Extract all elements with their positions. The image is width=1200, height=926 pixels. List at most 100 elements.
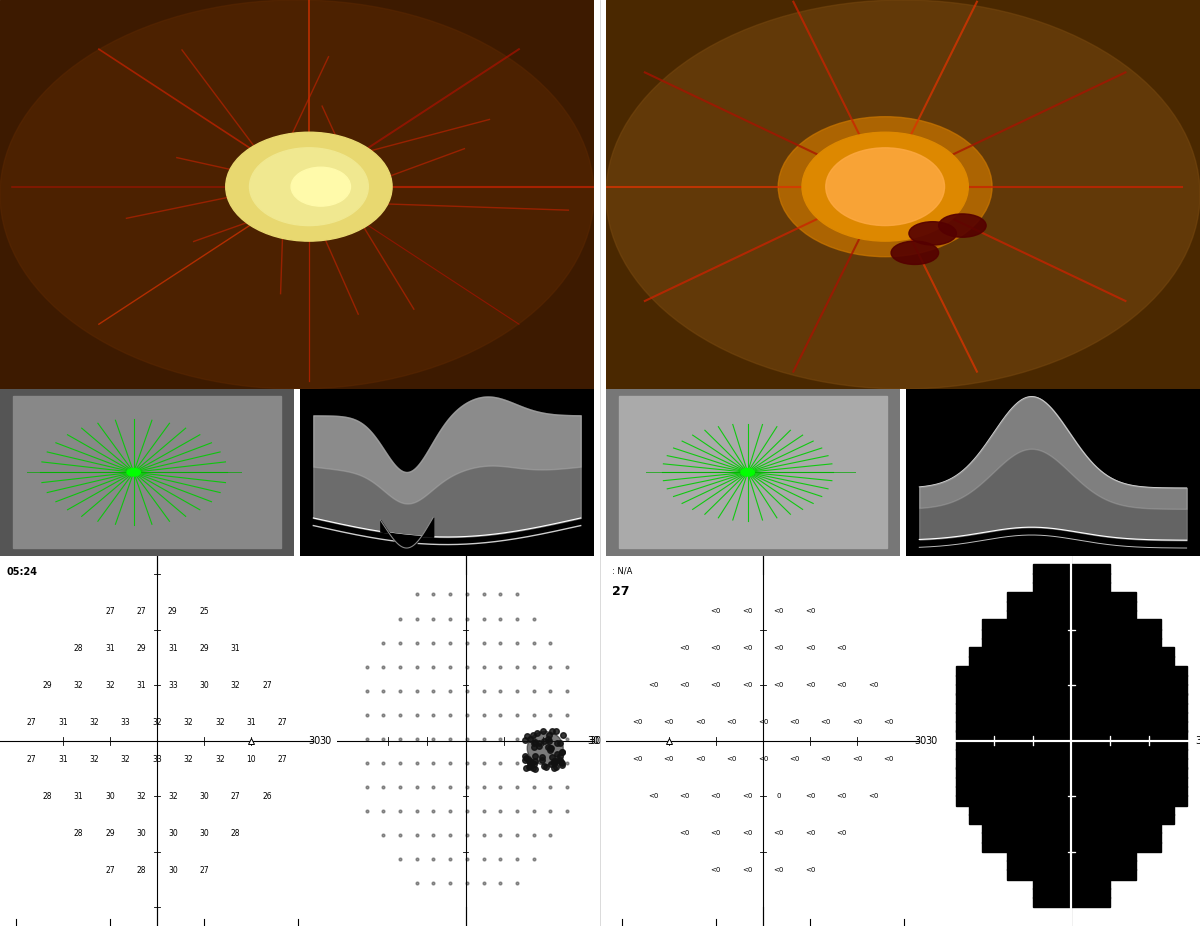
Bar [956, 768, 1187, 778]
Circle shape [250, 148, 368, 226]
Text: 31: 31 [58, 755, 67, 764]
Text: <0: <0 [679, 682, 690, 688]
Text: <0: <0 [836, 831, 847, 836]
Bar [1007, 851, 1135, 861]
Text: 27: 27 [26, 755, 36, 764]
Text: <0: <0 [758, 720, 768, 725]
Text: <0: <0 [710, 794, 721, 799]
Text: 33: 33 [152, 755, 162, 764]
Text: 32: 32 [184, 718, 193, 727]
Ellipse shape [938, 214, 986, 237]
Text: 31: 31 [73, 792, 83, 801]
Text: 29: 29 [137, 644, 146, 653]
Text: 32: 32 [215, 718, 224, 727]
Text: 32: 32 [90, 755, 100, 764]
Text: 28: 28 [230, 829, 240, 838]
Ellipse shape [527, 732, 563, 765]
Text: 27: 27 [106, 607, 115, 616]
Text: <0: <0 [710, 645, 721, 651]
Text: 27: 27 [278, 755, 288, 764]
Text: <0: <0 [774, 645, 784, 651]
Ellipse shape [892, 241, 938, 265]
Text: <0: <0 [742, 682, 752, 688]
Text: 32: 32 [121, 755, 131, 764]
Bar [1033, 582, 1110, 593]
Text: 26: 26 [263, 792, 272, 801]
Bar [982, 842, 1162, 852]
Text: <0: <0 [868, 794, 878, 799]
Text: 27: 27 [137, 607, 146, 616]
Text: <0: <0 [805, 831, 815, 836]
Text: 30: 30 [168, 866, 178, 875]
Text: 30: 30 [106, 792, 115, 801]
Text: 30: 30 [1195, 736, 1200, 745]
Ellipse shape [0, 0, 594, 389]
Text: 32: 32 [106, 681, 115, 690]
Bar [956, 721, 1187, 732]
Text: <0: <0 [774, 608, 784, 614]
Text: <0: <0 [710, 682, 721, 688]
Ellipse shape [908, 221, 956, 245]
Bar [956, 749, 1187, 759]
Text: 30: 30 [137, 829, 146, 838]
Text: 30: 30 [925, 736, 938, 745]
Text: <0: <0 [836, 645, 847, 651]
Bar [968, 647, 1175, 657]
Text: 31: 31 [106, 644, 115, 653]
Ellipse shape [606, 0, 1200, 389]
Text: 30: 30 [199, 792, 209, 801]
Text: 30: 30 [308, 736, 320, 745]
Text: <0: <0 [883, 720, 894, 725]
Text: <0: <0 [758, 757, 768, 762]
Text: <0: <0 [883, 757, 894, 762]
Circle shape [127, 469, 140, 476]
Text: 25: 25 [199, 607, 209, 616]
Bar [1033, 564, 1110, 574]
Text: 32: 32 [230, 681, 240, 690]
Bar [1033, 879, 1110, 889]
Text: 29: 29 [106, 829, 115, 838]
Text: 28: 28 [73, 829, 83, 838]
Bar [956, 786, 1187, 796]
Bar [1007, 870, 1135, 880]
Text: 30: 30 [914, 736, 926, 745]
Text: 32: 32 [215, 755, 224, 764]
Text: <0: <0 [790, 757, 799, 762]
Bar [956, 666, 1187, 676]
Text: 31: 31 [137, 681, 146, 690]
Text: 33: 33 [121, 718, 131, 727]
Text: 30: 30 [199, 829, 209, 838]
Bar [982, 832, 1162, 843]
Circle shape [226, 132, 392, 241]
Text: <0: <0 [836, 682, 847, 688]
Text: : N/A: : N/A [612, 567, 632, 576]
Bar [1007, 592, 1135, 602]
Text: <0: <0 [805, 868, 815, 873]
Text: 30: 30 [199, 681, 209, 690]
Text: <0: <0 [805, 794, 815, 799]
Text: <0: <0 [742, 831, 752, 836]
Text: <0: <0 [805, 682, 815, 688]
Circle shape [779, 117, 992, 257]
Text: 28: 28 [137, 866, 146, 875]
Text: 28: 28 [42, 792, 52, 801]
Text: 31: 31 [168, 644, 178, 653]
Text: 32: 32 [184, 755, 193, 764]
Text: <0: <0 [774, 868, 784, 873]
Text: <0: <0 [742, 794, 752, 799]
Text: <0: <0 [710, 831, 721, 836]
Text: <0: <0 [821, 757, 832, 762]
Text: 27: 27 [263, 681, 272, 690]
Text: <0: <0 [726, 757, 737, 762]
Text: <0: <0 [679, 831, 690, 836]
Text: <0: <0 [632, 757, 642, 762]
Text: <0: <0 [836, 794, 847, 799]
Text: <0: <0 [695, 720, 706, 725]
Text: <0: <0 [742, 645, 752, 651]
Bar [1033, 888, 1110, 898]
Text: 32: 32 [137, 792, 146, 801]
Text: 31: 31 [246, 718, 256, 727]
Text: <0: <0 [868, 682, 878, 688]
Bar [956, 684, 1187, 694]
Bar [956, 795, 1187, 806]
